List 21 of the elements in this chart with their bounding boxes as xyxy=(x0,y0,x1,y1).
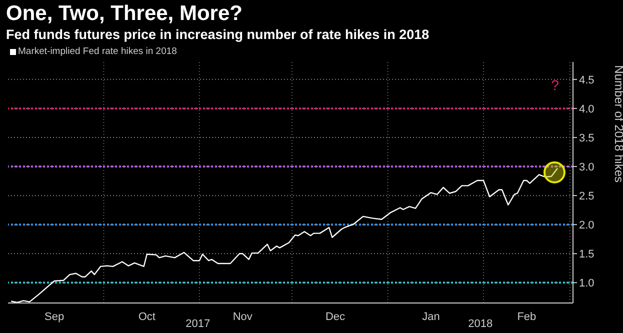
x-tick-label: Feb xyxy=(517,311,536,323)
y-tick-label: 4.0 xyxy=(579,103,594,116)
text: 2017 xyxy=(186,318,210,330)
y-tick-label: 2.0 xyxy=(579,220,594,232)
x-tick-label: Nov xyxy=(232,311,253,323)
legend-label: Market-implied Fed rate hikes in 2018 xyxy=(18,46,177,57)
y-tick-label: 3.0 xyxy=(579,161,594,174)
x-tick-label: Dec xyxy=(325,311,346,323)
text: 2018 xyxy=(468,318,493,330)
y-tick-label: 1.5 xyxy=(579,248,594,261)
chart-title: One, Two, Three, More? xyxy=(6,2,242,26)
chart-subtitle: Fed funds futures price in increasing number of rate hikes in 2018 xyxy=(6,27,430,42)
y-tick-label: 3.5 xyxy=(579,132,594,144)
y-tick-label: 2.5 xyxy=(579,190,594,202)
y-tick-label: 1.0 xyxy=(579,278,594,290)
y-axis-title: Number of 2018 hikes xyxy=(612,65,623,182)
annotation: ? xyxy=(551,77,560,93)
x-tick-label: Sep xyxy=(44,311,64,323)
x-tick-label: Jan xyxy=(422,311,440,323)
x-tick-label: Oct xyxy=(138,311,156,323)
y-tick-label: 4.5 xyxy=(579,74,594,86)
